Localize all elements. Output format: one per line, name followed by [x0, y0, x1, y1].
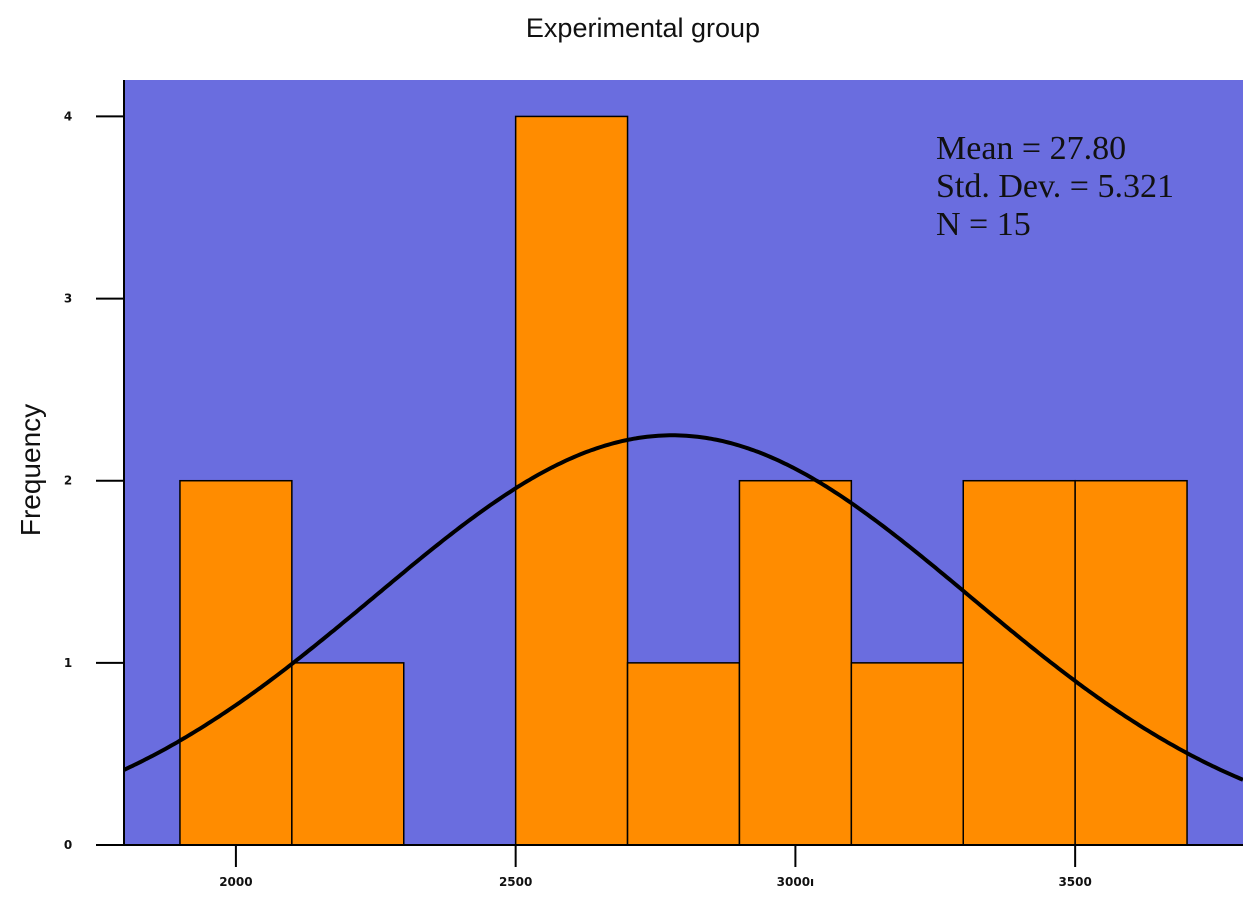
histogram-bar	[514, 115, 629, 846]
x-tick-label: 2000	[219, 875, 252, 889]
x-tick-label: 2500	[499, 875, 532, 889]
histogram-bar	[962, 479, 1076, 846]
stats-line: N = 15	[936, 206, 1031, 243]
x-tick-label: 3000ı	[777, 875, 815, 889]
y-tick-label: 1	[64, 656, 72, 670]
y-tick-label: 3	[64, 292, 72, 306]
y-tick-label: 0	[64, 838, 72, 852]
x-ticks-layer: 2000 2500 3000ı 3500	[219, 845, 1092, 889]
histogram-bar	[291, 662, 405, 846]
histogram-bar	[626, 662, 741, 846]
histogram-bar	[850, 662, 964, 846]
normal-curve	[123, 433, 1243, 782]
y-ticks-layer: 0 1 2 3 4	[64, 109, 124, 852]
bars-layer	[179, 115, 1188, 846]
stats-line: Mean = 27.80	[936, 130, 1126, 167]
y-tick-label: 2	[64, 474, 72, 488]
x-tick-label: 3500	[1058, 875, 1091, 889]
y-axis-label: Frequency	[15, 404, 46, 536]
histogram-bar	[179, 479, 293, 846]
histogram-bar	[1074, 479, 1188, 846]
stats-line: Std. Dev. = 5.321	[936, 168, 1174, 205]
histogram-bar	[738, 479, 853, 846]
y-tick-label: 4	[64, 109, 72, 123]
chart-title: Experimental group	[526, 13, 760, 43]
